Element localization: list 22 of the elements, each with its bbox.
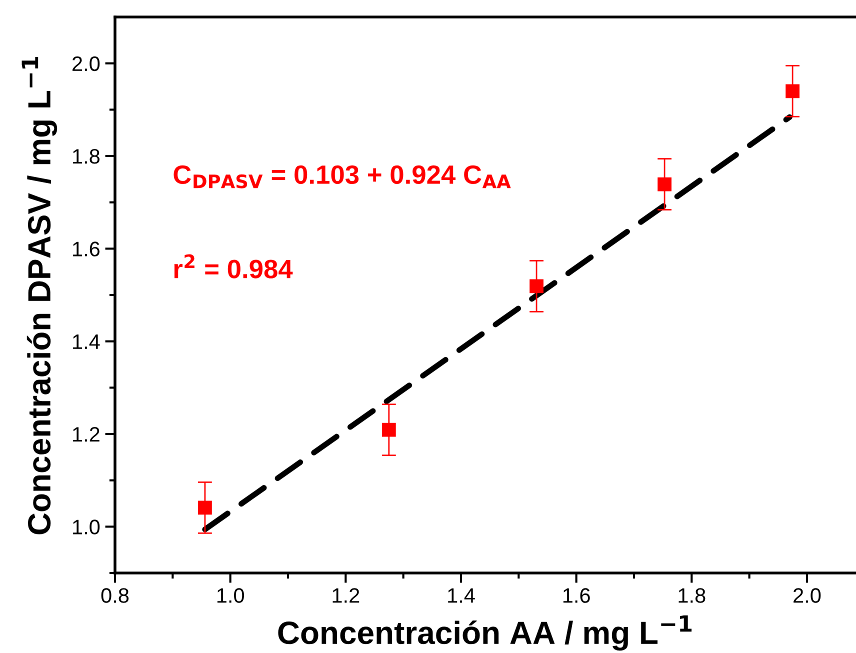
point <box>786 84 800 98</box>
y-tick-label: 1.6 <box>73 242 100 256</box>
y-tick-label: 1.4 <box>73 334 100 349</box>
x-tick-label: 1.2 <box>332 588 360 603</box>
point <box>382 422 396 437</box>
point <box>530 279 544 294</box>
x-tick-label: 1.0 <box>217 588 244 603</box>
annotation: C$_{DPASV}$ = 0.103 + 0.924 C$_{AA}$ <box>174 165 511 188</box>
point <box>658 177 672 192</box>
y-tick-label: 2.0 <box>72 56 100 72</box>
x-axis-title: Concentración AA / mg L$^{−1}$ <box>278 615 692 651</box>
y-tick-label: 1.0 <box>73 520 100 534</box>
x-tick-label: 1.6 <box>563 588 590 603</box>
y-axis-title: Concentración DPASV / mg L$^{−1}$ <box>22 56 58 534</box>
annotation: r$^{2}$ = 0.984 <box>174 254 293 278</box>
x-tick-label: 1.8 <box>678 588 706 603</box>
x-tick-label: 0.8 <box>101 588 129 603</box>
x-tick-label: 2.0 <box>794 588 821 603</box>
y-tick-label: 1.2 <box>73 427 100 442</box>
x-tick-label: 1.4 <box>448 588 475 603</box>
point <box>198 500 212 515</box>
y-tick-label: 1.8 <box>73 149 100 164</box>
